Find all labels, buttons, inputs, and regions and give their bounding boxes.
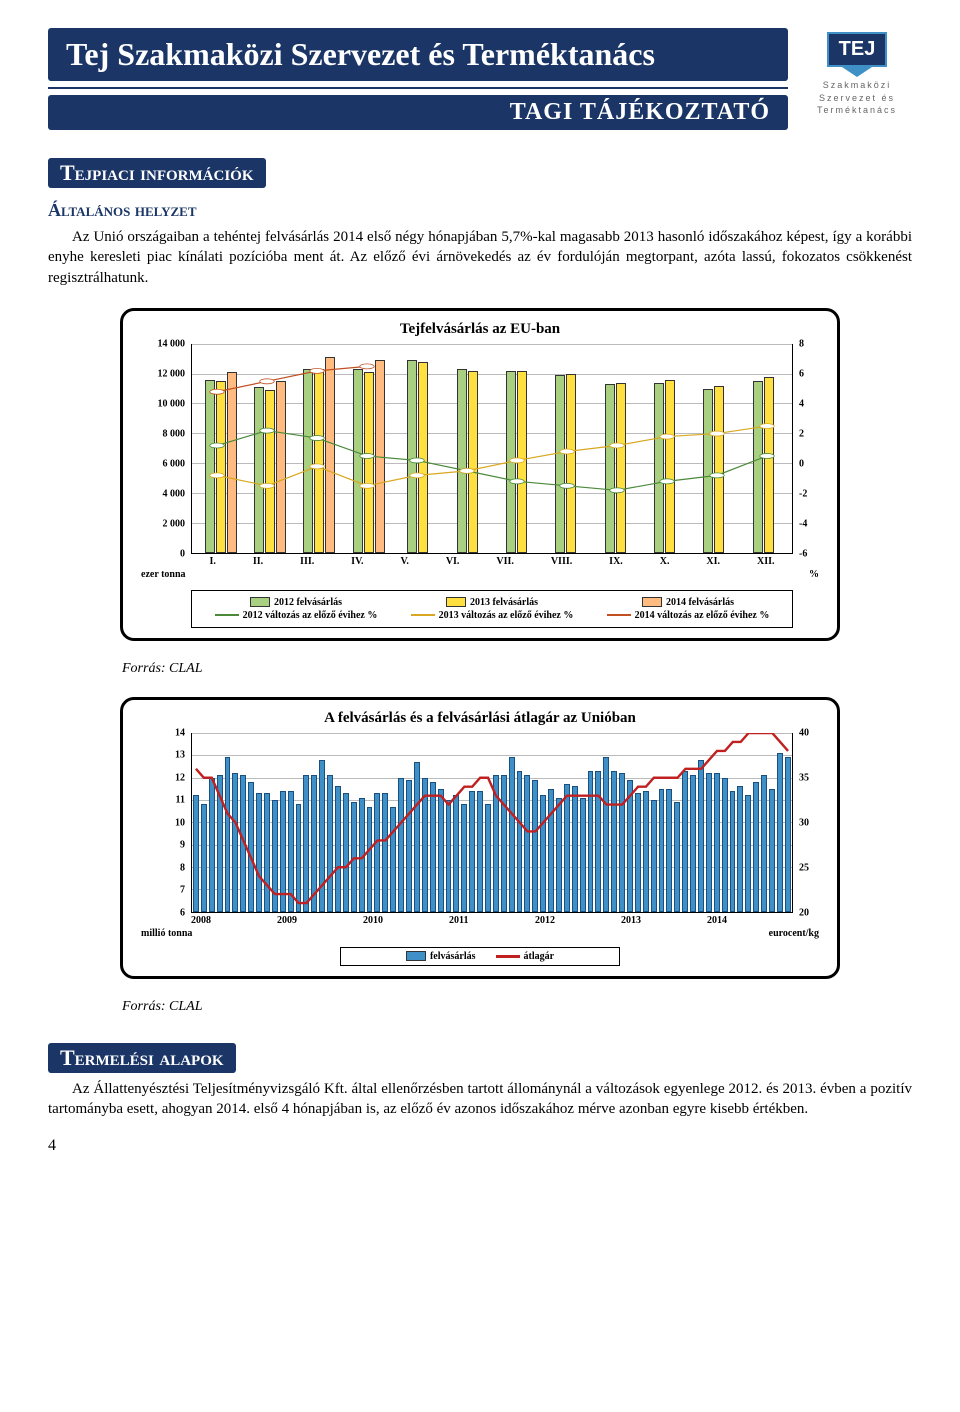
logo-text: TEJ [827,32,888,67]
subtitle: TAGI TÁJÉKOZTATÓ [510,99,770,125]
section1-heading: Tejpiaci információk [48,158,266,188]
logo: TEJ Szakmaközi Szervezet és Terméktanács [802,28,912,117]
logo-sub2: Szervezet és [802,92,912,105]
chart2-left-unit: millió tonna [141,928,192,939]
section2-heading: Termelési alapok [48,1043,236,1073]
leg-2012-line: 2012 változás az előző évihez % [243,610,378,621]
chart1-source: Forrás: CLAL [122,661,912,677]
chart2-legend: felvásárlás átlagár [340,947,620,966]
leg-2014-bar: 2014 felvásárlás [666,597,734,608]
chart1-title: Tejfelvásárlás az EU-ban [137,321,823,338]
chart2-plot: 67891011121314 2025303540 [191,733,793,913]
chart2-right-unit: eurocent/kg [769,928,819,939]
main-title: Tej Szakmaközi Szervezet és Terméktanács [66,36,655,72]
leg-2013-line: 2013 változás az előző évihez % [439,610,574,621]
chart1-plot: 02 0004 0006 0008 00010 00012 00014 000 … [191,344,793,554]
logo-sub3: Terméktanács [802,104,912,117]
subtitle-bar: TAGI TÁJÉKOZTATÓ [48,95,788,130]
section1-para: Az Unió országaiban a tehéntej felvásárl… [48,227,912,288]
chart1-legend: 2012 felvásárlás 2013 felvásárlás 2014 f… [191,590,793,628]
leg-2014-line: 2014 változás az előző évihez % [635,610,770,621]
main-title-bar: Tej Szakmaközi Szervezet és Terméktanács [48,28,788,81]
chart2-x-labels: 2008200920102011201220132014 [191,915,793,926]
page-number: 4 [48,1137,912,1155]
logo-sub1: Szakmaközi [802,79,912,92]
page-header: Tej Szakmaközi Szervezet és Terméktanács… [48,28,912,130]
chart2-title: A felvásárlás és a felvásárlási átlagár … [137,710,823,727]
section1-subheading: Általános helyzet [48,200,912,221]
chart2-source: Forrás: CLAL [122,999,912,1015]
leg-2012-bar: 2012 felvásárlás [274,597,342,608]
chart1-frame: Tejfelvásárlás az EU-ban 02 0004 0006 00… [120,308,840,641]
leg-line: átlagár [524,951,555,962]
leg-bars: felvásárlás [430,951,476,962]
chart1-left-unit: ezer tonna [141,569,186,580]
chart2-frame: A felvásárlás és a felvásárlási átlagár … [120,697,840,979]
chart1-right-unit: % [809,569,819,580]
leg-2013-bar: 2013 felvásárlás [470,597,538,608]
section2-para: Az Állattenyésztési Teljesítményvizsgáló… [48,1079,912,1120]
chart1-x-labels: I.II.III.IV.V.VI.VII.VIII.IX.X.XI.XII. [191,556,793,567]
